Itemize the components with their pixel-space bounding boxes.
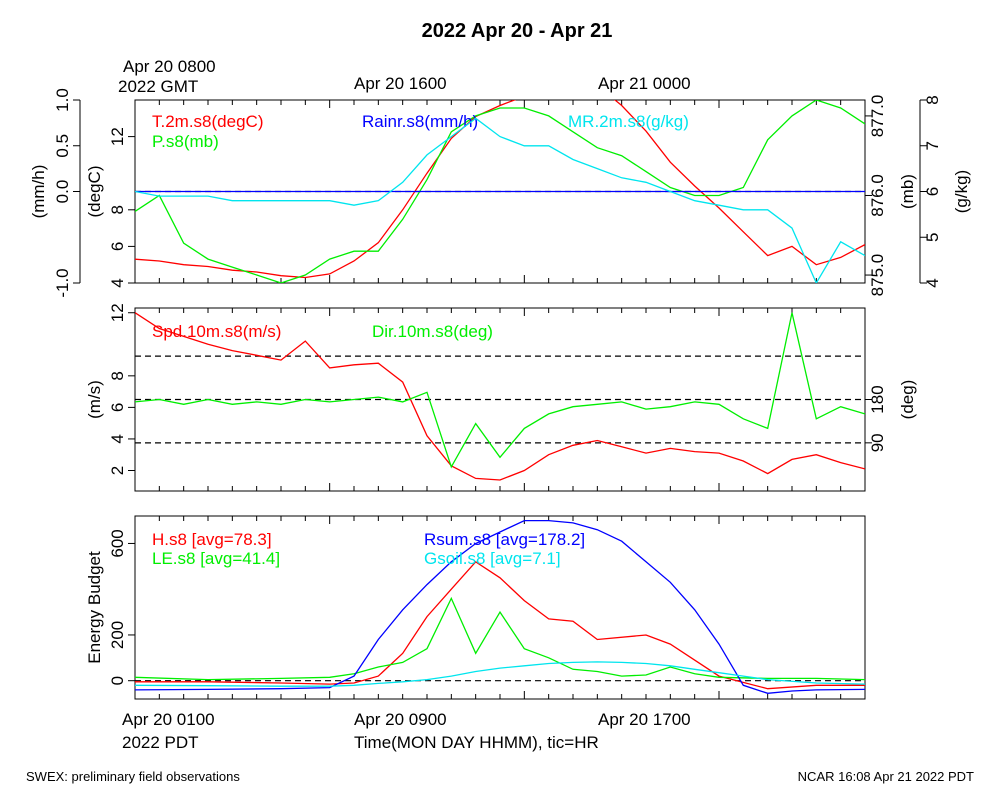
y-tick-label: -1.0 — [53, 268, 72, 297]
y-tick-label: 8 — [108, 371, 127, 380]
y-tick-label: 12 — [108, 303, 127, 322]
footer-right: NCAR 16:08 Apr 21 2022 PDT — [798, 769, 974, 784]
series-line-H.s8 — [135, 560, 865, 690]
y-axis-label: (mm/h) — [29, 165, 48, 219]
y-axis-label: Energy Budget — [85, 551, 104, 664]
legend-entry: MR.2m.s8(g/kg) — [568, 112, 689, 131]
legend-entry: Rainr.s8(mm/h) — [362, 112, 478, 131]
y-tick-label: 4 — [108, 278, 127, 287]
top-time-label-1: Apr 20 1600 — [354, 74, 447, 93]
y-tick-label: 200 — [108, 621, 127, 649]
y-tick-label: 0.0 — [53, 180, 72, 204]
y-axis-label: (mb) — [898, 174, 917, 209]
legend-entry: P.s8(mb) — [152, 132, 219, 151]
y-axis-label: (degC) — [85, 166, 104, 218]
y-tick-label: 90 — [868, 433, 887, 452]
chart-title: 2022 Apr 20 - Apr 21 — [422, 20, 613, 42]
y-tick-label: 4 — [923, 278, 942, 287]
y-tick-label: 877.0 — [868, 95, 887, 138]
y-tick-label: 12 — [108, 127, 127, 146]
legend-entry: LE.s8 [avg=41.4] — [152, 549, 280, 568]
y-tick-label: 7 — [923, 141, 942, 150]
bottom-time-label-0-line2: 2022 PDT — [122, 733, 199, 752]
bottom-time-label-0: Apr 20 0100 2022 PDT — [122, 710, 215, 752]
series-line-Gsoil.s8 — [135, 661, 865, 687]
y-tick-label: 6 — [923, 187, 942, 196]
panel-middle: 2 4 6 8 12 (m/s) 90 180 (deg) Spd.10m.s8(m/s) Dir.… — [85, 303, 917, 491]
top-time-label-2: Apr 21 0000 — [598, 74, 691, 93]
panel-top: -1.0 0.0 0.5 1.0 (mm/h) 4 6 8 12 (degC) 875.0 876.0… — [29, 88, 971, 297]
y-tick-label: 0.5 — [53, 134, 72, 158]
y-tick-label: 0 — [108, 676, 127, 685]
y-tick-label: 6 — [108, 242, 127, 251]
y-tick-label: 600 — [108, 529, 127, 557]
series-line-LE.s8 — [135, 596, 865, 681]
legend-entry: H.s8 [avg=78.3] — [152, 530, 272, 549]
y-tick-label: 8 — [923, 95, 942, 104]
legend-entry: T.2m.s8(degC) — [152, 112, 263, 131]
y-axis-label: (deg) — [898, 380, 917, 420]
legend-entry: Gsoil.s8 [avg=7.1] — [424, 549, 561, 568]
series-line-P.s8 — [135, 100, 865, 283]
y-tick-label: 2 — [108, 466, 127, 475]
top-time-label-0-line1: Apr 20 0800 — [123, 57, 216, 76]
legend-entry: Spd.10m.s8(m/s) — [152, 322, 281, 341]
y-axis-label: (m/s) — [85, 380, 104, 419]
series-line-Rsum.s8 — [135, 519, 865, 694]
y-tick-label: 875.0 — [868, 254, 887, 297]
y-tick-label: 4 — [108, 434, 127, 443]
y-tick-label: 6 — [108, 403, 127, 412]
footer-left: SWEX: preliminary field observations — [26, 769, 240, 784]
top-time-label-0-line2: 2022 GMT — [118, 77, 198, 96]
bottom-time-label-0-line1: Apr 20 0100 — [122, 710, 215, 729]
y-axis-label: (g/kg) — [952, 170, 971, 213]
legend-entry: Rsum.s8 [avg=178.2] — [424, 530, 585, 549]
series-line-MR.2m.s8 — [135, 117, 865, 283]
x-axis-label: Time(MON DAY HHMM), tic=HR — [354, 733, 599, 752]
series-line-Spd.10m.s8 — [135, 312, 865, 481]
series-line-Dir.10m.s8 — [135, 312, 865, 469]
bottom-time-label-2: Apr 20 1700 — [598, 710, 691, 729]
top-time-label-0: Apr 20 0800 2022 GMT — [118, 57, 216, 96]
legend-entry: Dir.10m.s8(deg) — [372, 322, 493, 341]
y-tick-label: 8 — [108, 205, 127, 214]
y-tick-label: 1.0 — [53, 88, 72, 112]
y-tick-label: 876.0 — [868, 174, 887, 217]
bottom-time-label-1: Apr 20 0900 — [354, 710, 447, 729]
series-line-T.2m.s8 — [135, 100, 865, 279]
y-tick-label: 180 — [868, 385, 887, 413]
y-tick-label: 5 — [923, 233, 942, 242]
